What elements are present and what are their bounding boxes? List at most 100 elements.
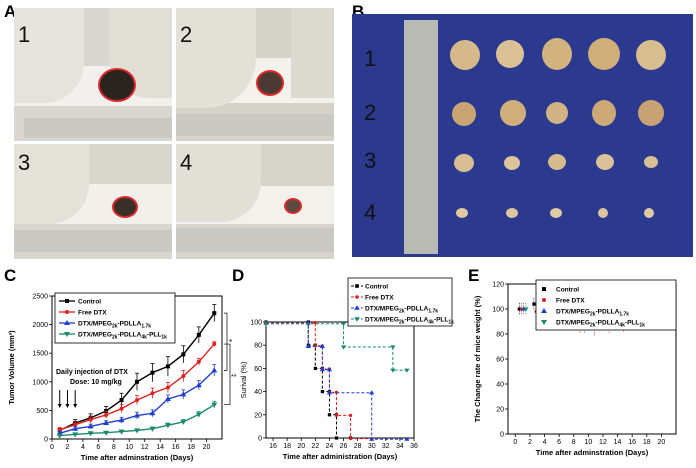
data-point (355, 295, 359, 299)
x-tick-label: 22 (311, 443, 319, 450)
data-point (348, 437, 353, 441)
data-point (313, 366, 317, 370)
x-tick-label: 20 (657, 439, 665, 446)
data-point (180, 391, 187, 397)
significance-bracket (224, 343, 231, 406)
data-point (196, 359, 201, 364)
data-point (369, 436, 375, 441)
data-point (212, 342, 217, 347)
significance-bracket (224, 312, 228, 371)
data-point (340, 345, 347, 350)
x-tick-label: 4 (81, 444, 85, 451)
data-point (87, 423, 94, 429)
x-tick-label: 18 (643, 439, 651, 446)
data-point (118, 417, 125, 423)
data-point (334, 390, 339, 394)
data-point (104, 408, 109, 413)
data-point (164, 395, 171, 401)
panel-letter-c: C (4, 266, 17, 285)
x-tick-label: 16 (628, 439, 636, 446)
y-tick-label: 80 (496, 332, 504, 339)
tumor-sample (500, 100, 526, 126)
x-tick-label: 6 (96, 444, 100, 451)
photo-a2: 2 (176, 8, 334, 141)
x-tick-label: 20 (203, 444, 211, 451)
data-point (150, 391, 155, 396)
tumor-sample (454, 154, 474, 172)
x-tick-label: 10 (125, 444, 133, 451)
data-point (149, 426, 156, 432)
legend-label: Control (78, 299, 101, 306)
data-point (103, 430, 110, 436)
legend-label: DTX/MPEG2k-PDLLA1.7k (78, 321, 151, 330)
y-tick-label: 60 (254, 366, 262, 373)
tumor-sample (548, 154, 566, 170)
legend-label: DTX/MPEG2k-PDLLA1.7k (365, 306, 438, 315)
legend-label: DTX/MPEG2k-PDLLA4k-PLL1k (365, 317, 454, 326)
y-tick-label: 100 (492, 307, 504, 314)
y-tick-label: 20 (496, 407, 504, 414)
y-tick-label: 2500 (32, 294, 48, 301)
y-tick-label: 100 (250, 320, 262, 327)
data-point (541, 308, 547, 313)
x-tick-label: 18 (283, 443, 291, 450)
row-number: 4 (364, 200, 377, 225)
x-tick-label: 20 (297, 443, 305, 450)
tumor-sample (452, 102, 476, 126)
x-tick-label: 16 (269, 443, 277, 450)
data-point (313, 344, 317, 348)
data-point (195, 412, 202, 418)
data-point (305, 343, 311, 348)
data-point (87, 431, 94, 437)
tumor-sample (550, 208, 562, 218)
data-point (327, 413, 332, 417)
x-tick-label: 6 (557, 439, 561, 446)
x-tick-label: 2 (66, 444, 70, 451)
y-tick-label: 40 (496, 382, 504, 389)
data-point (319, 343, 325, 348)
data-point (196, 332, 201, 337)
row-number: 2 (364, 100, 377, 125)
photo-a1: 1 (14, 8, 172, 141)
data-point (523, 307, 529, 312)
data-point (149, 410, 156, 416)
tumor-outline (98, 68, 136, 102)
x-tick-label: 8 (572, 439, 576, 446)
x-tick-label: 12 (141, 444, 149, 451)
photo-a3: 3 (14, 144, 172, 259)
tumor-sample (644, 208, 654, 218)
tile-number: 1 (18, 22, 31, 47)
y-tick-label: 2000 (32, 322, 48, 329)
data-point (334, 436, 339, 440)
data-point (165, 385, 170, 390)
data-point (56, 433, 63, 439)
legend-label: Free DTX (78, 310, 107, 317)
arrow-head (73, 404, 78, 408)
data-point (64, 320, 70, 325)
data-point (181, 374, 186, 379)
x-tick-label: 14 (614, 439, 622, 446)
data-point (119, 406, 124, 411)
tumor-sample (598, 208, 608, 218)
legend-label: Control (365, 284, 388, 291)
data-point (542, 298, 546, 302)
x-tick-label: 34 (396, 443, 404, 450)
tumor-sample (456, 208, 468, 218)
y-tick-label: 0 (258, 436, 262, 443)
x-axis-label: Time after adminstration (Days) (81, 453, 194, 462)
y-tick-label: 80 (254, 343, 262, 350)
tumor-sample (546, 102, 568, 124)
tumor-outline (284, 198, 302, 214)
tumor-sample (450, 40, 480, 70)
data-point (180, 419, 187, 425)
data-point (541, 320, 547, 325)
legend-label: Free DTX (365, 295, 394, 302)
weight-change-chart: 0 2 4 6 8 10 12 14 16 18 20 0 20 40 60 80 100 120 Time aft… (473, 279, 677, 457)
data-point (134, 412, 140, 418)
x-tick-label: 26 (340, 443, 348, 450)
data-point (390, 345, 396, 350)
data-point (355, 284, 359, 288)
x-tick-label: 30 (368, 443, 376, 450)
x-tick-label: 18 (187, 444, 195, 451)
data-point (340, 322, 347, 327)
